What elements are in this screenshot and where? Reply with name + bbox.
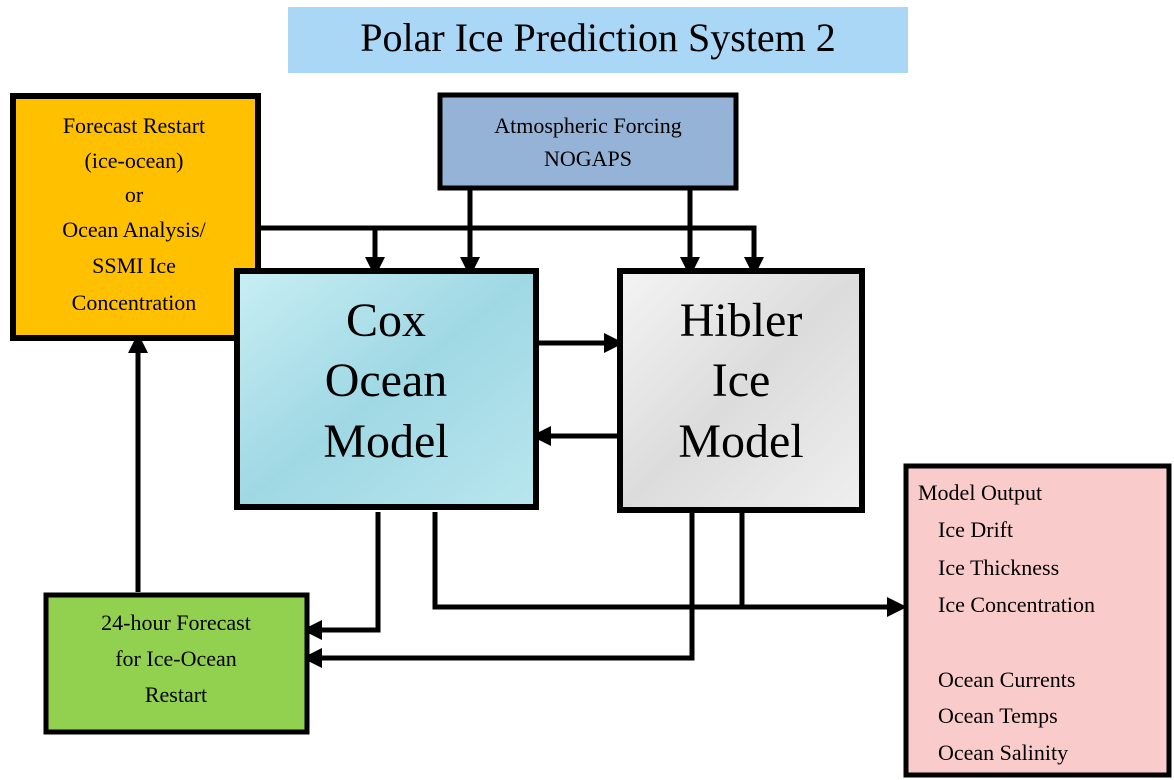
forcing-label: NOGAPS (544, 146, 632, 171)
output-label: Ocean Salinity (938, 740, 1068, 765)
hibler-label: Model (678, 415, 803, 468)
output-label: Ice Concentration (938, 592, 1095, 617)
restart-label: Concentration (72, 290, 197, 315)
cox-box (234, 268, 539, 510)
hibler-box (617, 268, 865, 513)
forecast-label: Restart (145, 682, 207, 707)
connectors (128, 188, 907, 668)
hibler-label: Hibler (680, 294, 803, 347)
cox-label: Cox (346, 294, 426, 347)
restart-label: SSMI Ice (92, 253, 176, 278)
forecast-label: 24-hour Forecast (101, 610, 251, 635)
restart-label: Ocean Analysis/ (62, 217, 206, 242)
forecast-label: for Ice-Ocean (115, 646, 237, 671)
forcing-box (437, 92, 739, 191)
forecast-box (43, 592, 310, 735)
output-label: Ocean Temps (938, 703, 1058, 728)
forcing-label: Atmospheric Forcing (494, 113, 682, 138)
title-bg (288, 7, 908, 73)
output-label: Ice Thickness (938, 555, 1059, 580)
output-box (903, 463, 1172, 778)
output-label: Ocean Currents (938, 667, 1075, 692)
restart-label: (ice-ocean) (85, 148, 184, 173)
output-label: Model Output (918, 480, 1042, 505)
title: Polar Ice Prediction System 2 (360, 15, 835, 60)
restart-label: Forecast Restart (63, 113, 205, 138)
restart-box (10, 93, 261, 341)
cox-label: Ocean (325, 354, 448, 407)
hibler-label: Ice (712, 354, 771, 407)
restart-label: or (125, 182, 144, 207)
output-label: Ice Drift (938, 517, 1013, 542)
cox-label: Model (323, 415, 448, 468)
